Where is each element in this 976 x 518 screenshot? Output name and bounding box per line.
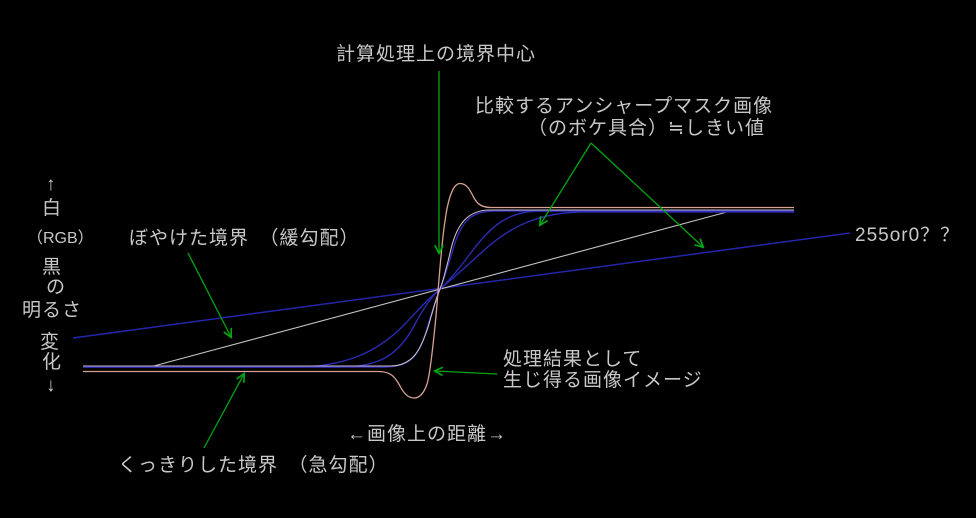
y-axis-char: 黒 bbox=[42, 257, 63, 278]
y-axis-char: ↓ bbox=[46, 375, 57, 396]
label-compare-line1: 比較するアンシャープマスク画像 bbox=[475, 96, 774, 117]
annotation-arrow-compare-left bbox=[540, 142, 592, 225]
y-axis-char: の bbox=[46, 277, 67, 298]
label-threshold-value: 255or0？？ bbox=[855, 225, 961, 246]
curve-sharp-sigmoid bbox=[83, 209, 794, 367]
annotation-arrow-blurred-boundary bbox=[187, 252, 231, 337]
y-axis-char: 化 bbox=[42, 352, 63, 373]
label-result-line1: 処理結果として bbox=[503, 349, 643, 370]
y-axis-char: 変 bbox=[40, 332, 61, 353]
label-compare-line2: （のボケ具合）≒しきい値 bbox=[528, 118, 765, 139]
label-boundary-center: 計算処理上の境界中心 bbox=[336, 44, 537, 65]
x-axis-label: ←画像上の距離→ bbox=[347, 424, 508, 445]
annotation-arrow-result bbox=[435, 371, 498, 374]
label-blurred-boundary: ぼやけた境界 （緩勾配） bbox=[129, 228, 360, 249]
label-result-line2: 生じ得る画像イメージ bbox=[503, 370, 703, 391]
y-axis-char: ↑ bbox=[46, 174, 57, 195]
y-axis-char: 白 bbox=[42, 198, 63, 219]
annotation-arrow-compare-right bbox=[590, 142, 703, 247]
annotation-arrow-sharp-boundary bbox=[203, 374, 244, 449]
line-threshold-blue bbox=[72, 232, 851, 339]
curve-unsharp-result bbox=[83, 182, 794, 399]
y-axis-char: 明るさ bbox=[22, 300, 83, 321]
y-axis-char: （RGB） bbox=[27, 230, 94, 247]
label-sharp-boundary: くっきりした境界 （急勾配） bbox=[118, 455, 389, 476]
